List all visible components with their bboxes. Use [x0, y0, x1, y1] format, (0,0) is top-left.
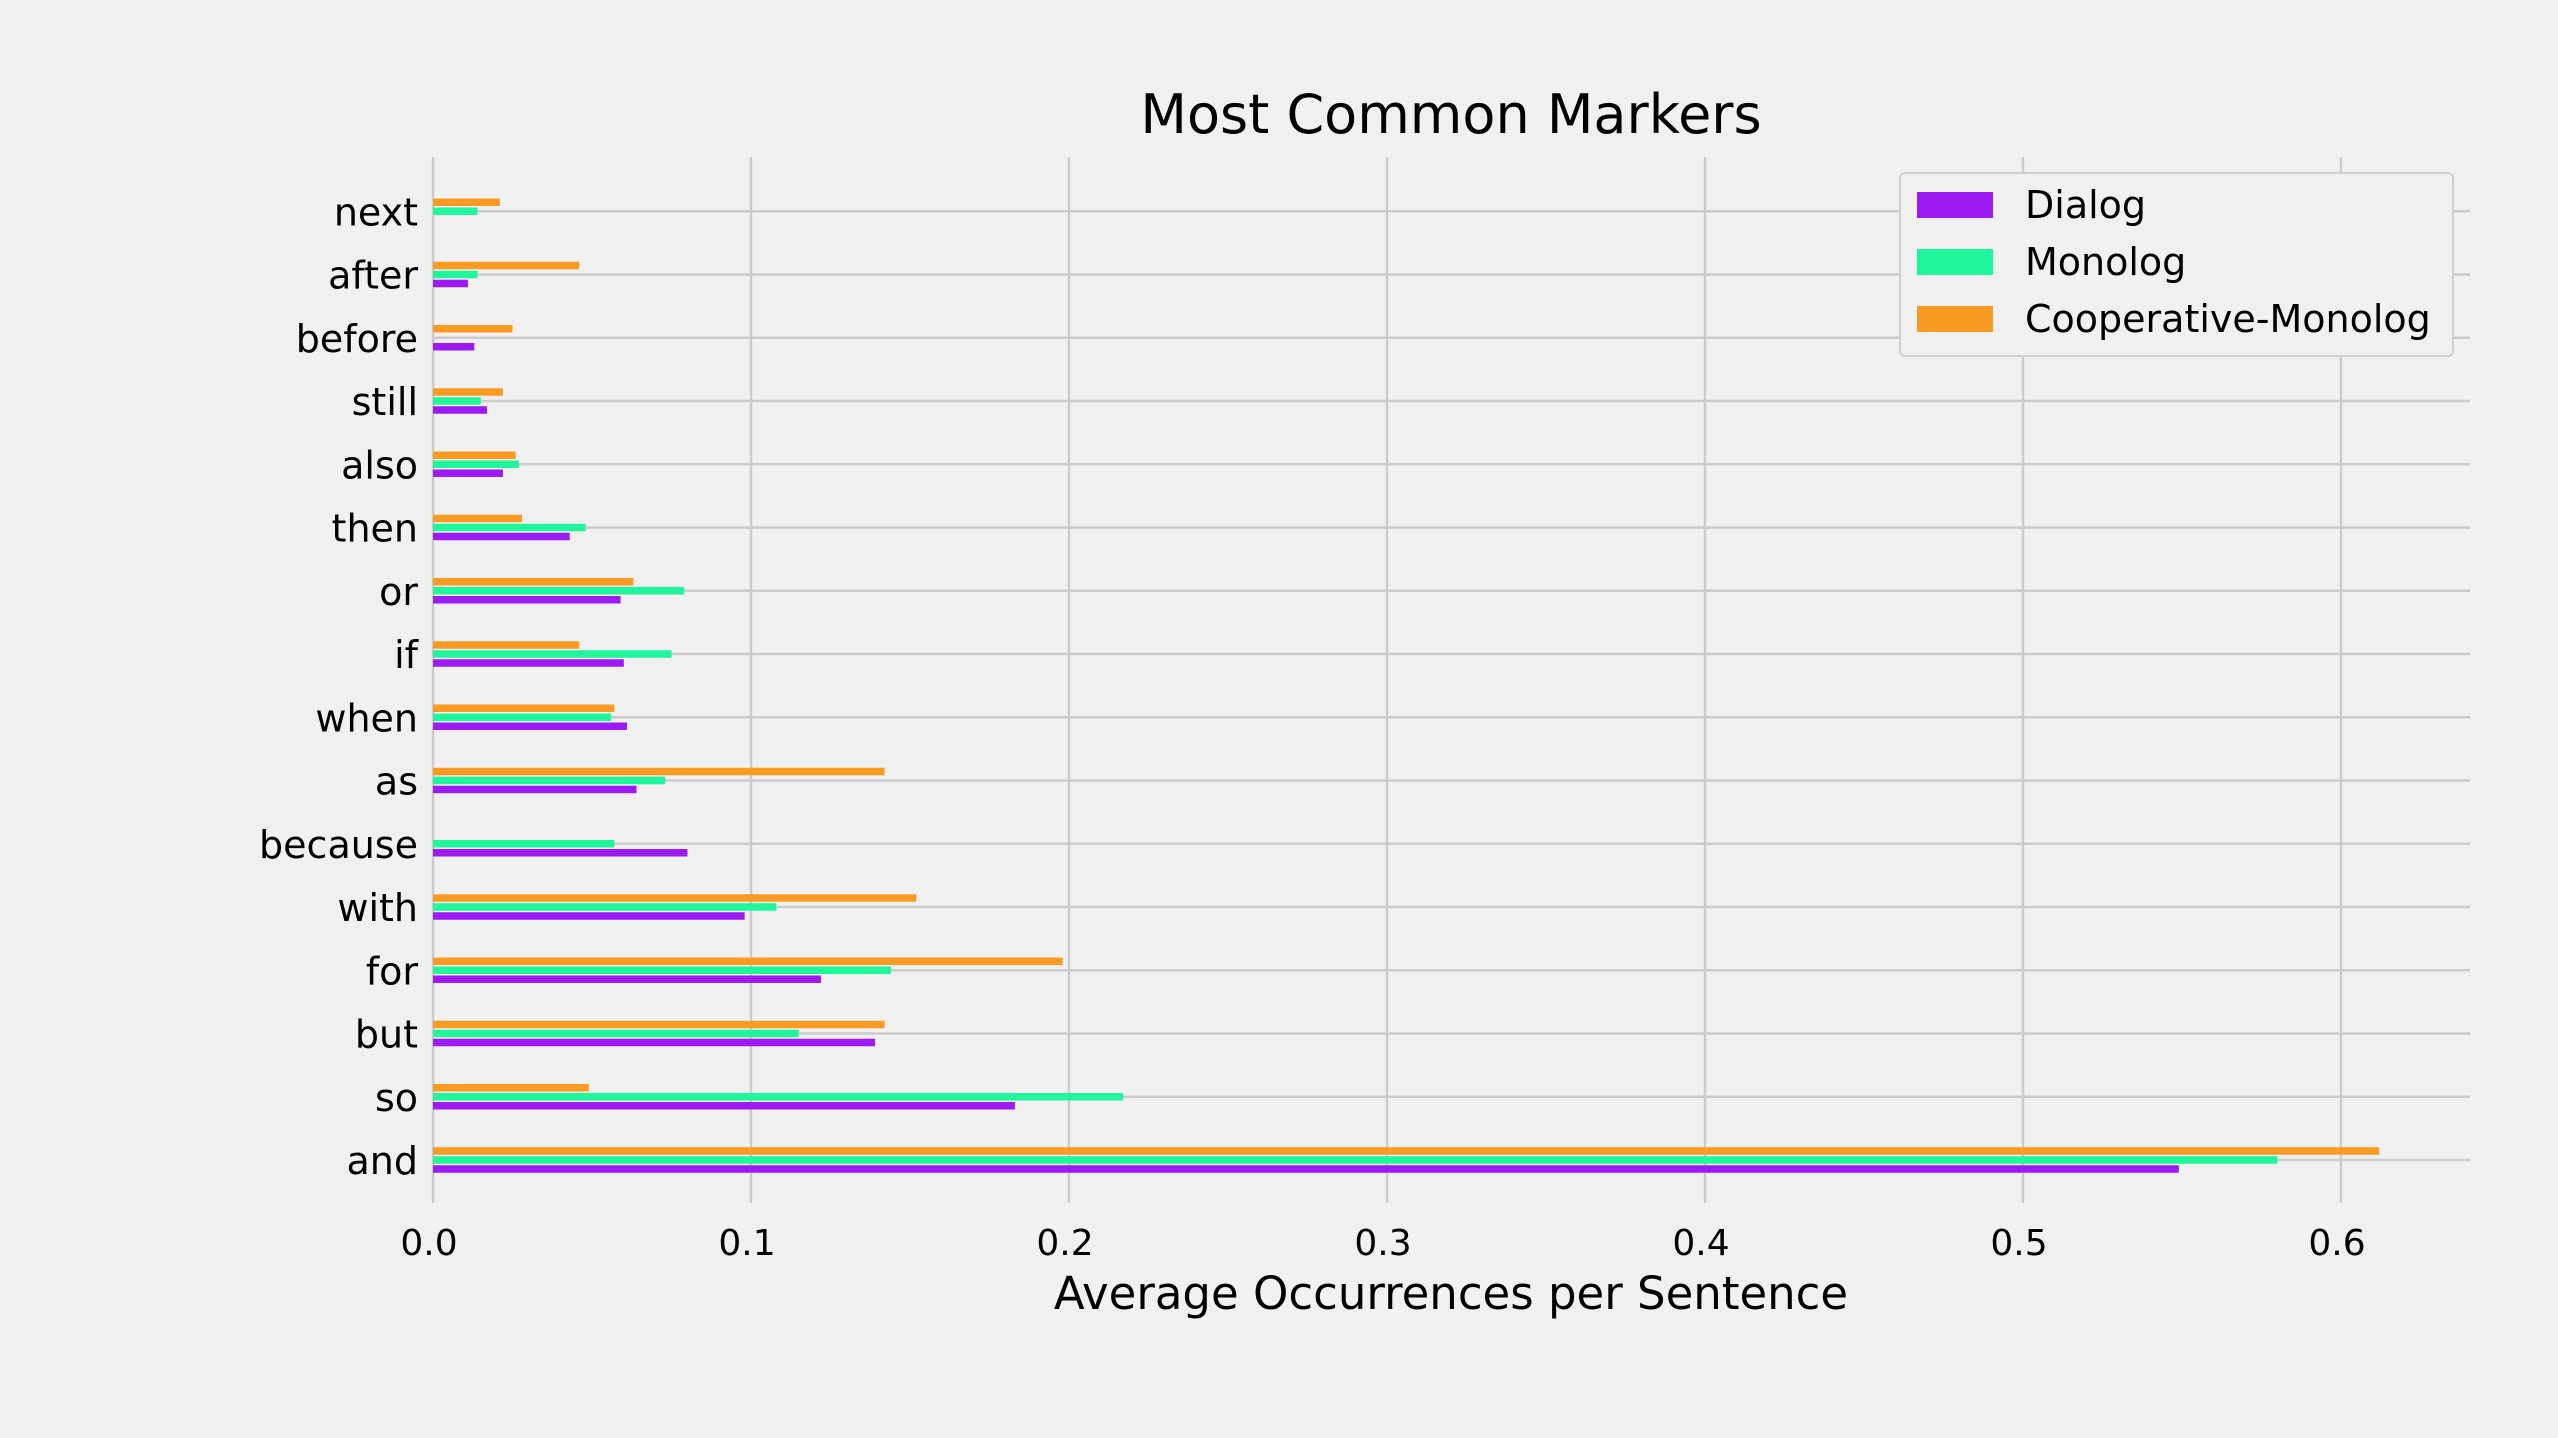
bar-cooperative-monolog-after [433, 261, 580, 270]
y-tick-label: then [332, 507, 418, 551]
bar-monolog-when [433, 713, 612, 721]
y-tick-label: or [379, 570, 418, 614]
bar-dialog-when [433, 722, 627, 730]
y-tick-label: but [355, 1013, 418, 1057]
bar-dialog-because [433, 849, 688, 857]
chart-title: Most Common Markers [1140, 83, 1761, 146]
x-tick-labels: 0.0 0.1 0.2 0.3 0.4 0.5 0.6 [400, 1223, 2365, 1264]
y-tick-label: and [347, 1139, 419, 1183]
x-tick-label: 0.3 [1354, 1223, 1411, 1264]
bar-cooperative-monolog-and [433, 1147, 2380, 1155]
bar-monolog-because [433, 840, 615, 848]
bar-dialog-but [433, 1038, 876, 1047]
bar-dialog-and [433, 1165, 2179, 1173]
x-axis-label: Average Occurrences per Sentence [1054, 1267, 1848, 1320]
bar-cooperative-monolog-still [433, 388, 503, 396]
y-tick-label: as [375, 760, 418, 804]
x-tick-label: 0.2 [1036, 1223, 1093, 1264]
legend-label: Monolog [2025, 240, 2186, 284]
bar-dialog-after [433, 279, 468, 288]
x-tick-label: 0.1 [718, 1223, 775, 1264]
bar-monolog-with [433, 903, 777, 911]
bar-cooperative-monolog-next [433, 198, 500, 206]
bar-monolog-next [433, 207, 478, 215]
bar-cooperative-monolog-before [433, 325, 513, 333]
bar-dialog-or [433, 596, 621, 604]
bar-dialog-with [433, 912, 745, 920]
y-tick-label: with [337, 886, 418, 930]
bar-cooperative-monolog-with [433, 894, 917, 902]
y-tick-label: after [328, 254, 418, 298]
x-tick-label: 0.5 [1990, 1223, 2047, 1264]
bar-cooperative-monolog-then [433, 514, 523, 523]
bar-cooperative-monolog-for [433, 957, 1063, 965]
bar-monolog-so [433, 1093, 1124, 1101]
bar-dialog-so [433, 1102, 1015, 1110]
y-tick-label: still [352, 380, 418, 424]
bar-dialog-still [433, 406, 488, 414]
bar-monolog-or [433, 587, 685, 595]
y-tick-label: so [375, 1076, 418, 1120]
bar-cooperative-monolog-or [433, 578, 634, 586]
bar-dialog-then [433, 532, 570, 541]
y-tick-labels: and so but for with because as when if or then also… [259, 190, 420, 1183]
bar-cooperative-monolog-when [433, 704, 615, 712]
bar-monolog-still [433, 397, 481, 405]
bar-monolog-but [433, 1029, 799, 1038]
bar-dialog-if [433, 659, 624, 667]
y-tick-label: also [341, 443, 418, 487]
bar-dialog-also [433, 469, 503, 477]
bar-cooperative-monolog-if [433, 641, 580, 649]
bars [433, 198, 2380, 1173]
x-tick-label: 0.0 [400, 1223, 457, 1264]
bar-monolog-and [433, 1156, 2278, 1164]
bar-dialog-before [433, 343, 475, 351]
y-tick-label: if [394, 633, 420, 677]
y-tick-label: because [259, 823, 418, 867]
bar-cooperative-monolog-as [433, 767, 885, 776]
legend-label: Cooperative-Monolog [2025, 297, 2431, 341]
y-tick-label: when [315, 696, 418, 740]
legend-swatch-monolog [1917, 249, 1993, 275]
legend-label: Dialog [2025, 183, 2146, 227]
bar-monolog-after [433, 270, 478, 279]
bar-cooperative-monolog-so [433, 1084, 589, 1092]
bar-monolog-then [433, 523, 586, 532]
y-tick-label: for [366, 949, 419, 993]
bar-monolog-for [433, 966, 891, 974]
legend-frame [1899, 172, 2454, 357]
x-tick-label: 0.6 [2308, 1223, 2365, 1264]
legend: Dialog Monolog Cooperative-Monolog [1899, 172, 2454, 357]
legend-swatch-cooperative-monolog [1917, 306, 1993, 332]
bar-dialog-as [433, 785, 637, 794]
bar-monolog-also [433, 460, 519, 468]
bar-cooperative-monolog-but [433, 1020, 885, 1029]
x-tick-label: 0.4 [1672, 1223, 1729, 1264]
bar-monolog-if [433, 650, 672, 658]
bar-dialog-for [433, 975, 821, 983]
bar-cooperative-monolog-also [433, 451, 516, 459]
legend-swatch-dialog [1917, 192, 1993, 218]
y-tick-label: before [296, 317, 418, 361]
y-tick-label: next [334, 190, 418, 234]
bar-monolog-as [433, 776, 666, 785]
